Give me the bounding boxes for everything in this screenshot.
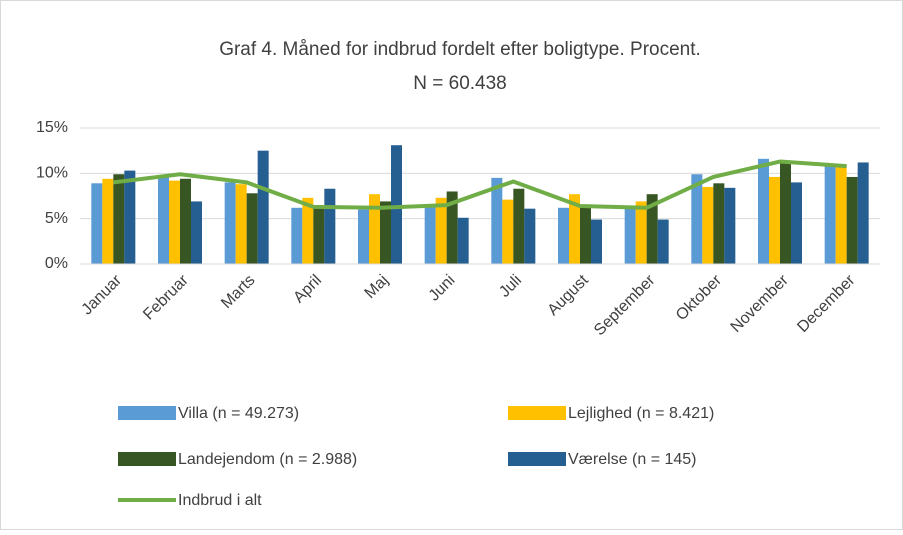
bar <box>657 219 669 264</box>
chart-subtitle: N = 60.438 <box>413 73 507 94</box>
bar <box>158 175 169 264</box>
bar <box>246 193 258 264</box>
bar <box>846 176 858 264</box>
bar <box>113 174 125 264</box>
bar <box>635 201 647 264</box>
bar <box>502 199 514 264</box>
bar <box>702 186 714 264</box>
bar <box>524 208 536 264</box>
bar <box>724 187 736 264</box>
y-tick-label: 5% <box>45 210 68 227</box>
bar <box>558 207 569 264</box>
bar <box>591 219 602 264</box>
legend-label: Værelse (n = 145) <box>568 451 697 468</box>
bar <box>580 205 591 264</box>
bar <box>713 183 725 264</box>
y-tick-label: 0% <box>45 255 68 272</box>
legend-swatch <box>118 406 176 420</box>
bar <box>91 183 103 264</box>
bar <box>302 197 314 264</box>
y-tick-label: 15% <box>36 119 68 136</box>
bar <box>313 206 325 264</box>
bar <box>358 209 369 264</box>
bar <box>235 184 247 264</box>
bar <box>324 188 336 264</box>
bar <box>624 207 636 264</box>
legend-label: Landejendom (n = 2.988) <box>178 451 357 468</box>
bar <box>491 177 503 264</box>
bar <box>124 170 136 264</box>
bar <box>780 163 791 264</box>
bar <box>446 191 458 264</box>
bar <box>169 180 180 264</box>
bar <box>435 197 447 264</box>
y-tick-label: 10% <box>36 165 68 182</box>
bar <box>191 201 202 264</box>
legend-swatch <box>508 452 566 466</box>
bar <box>758 158 769 264</box>
legend-label: Lejlighed (n = 8.421) <box>568 405 714 422</box>
legend-label: Indbrud i alt <box>178 492 262 509</box>
bar <box>569 194 580 264</box>
legend-label: Villa (n = 49.273) <box>178 405 299 422</box>
bar <box>457 217 469 264</box>
bar <box>224 182 236 264</box>
bar <box>257 150 269 264</box>
legend-swatch <box>118 452 176 466</box>
bar <box>791 182 802 264</box>
bar <box>424 205 436 264</box>
bar <box>391 145 402 264</box>
bar <box>835 166 847 264</box>
bar <box>380 201 391 264</box>
bar <box>369 194 380 264</box>
bar <box>769 176 780 264</box>
bar <box>291 207 303 264</box>
chart-title: Graf 4. Måned for indbrud fordelt efter … <box>219 39 701 60</box>
bar <box>646 194 658 264</box>
legend-swatch <box>508 406 566 420</box>
bar <box>102 178 114 264</box>
bar <box>691 174 703 264</box>
bar <box>513 188 525 264</box>
bar <box>824 166 836 264</box>
bar <box>857 162 869 264</box>
line <box>113 159 847 210</box>
bar <box>180 178 191 264</box>
